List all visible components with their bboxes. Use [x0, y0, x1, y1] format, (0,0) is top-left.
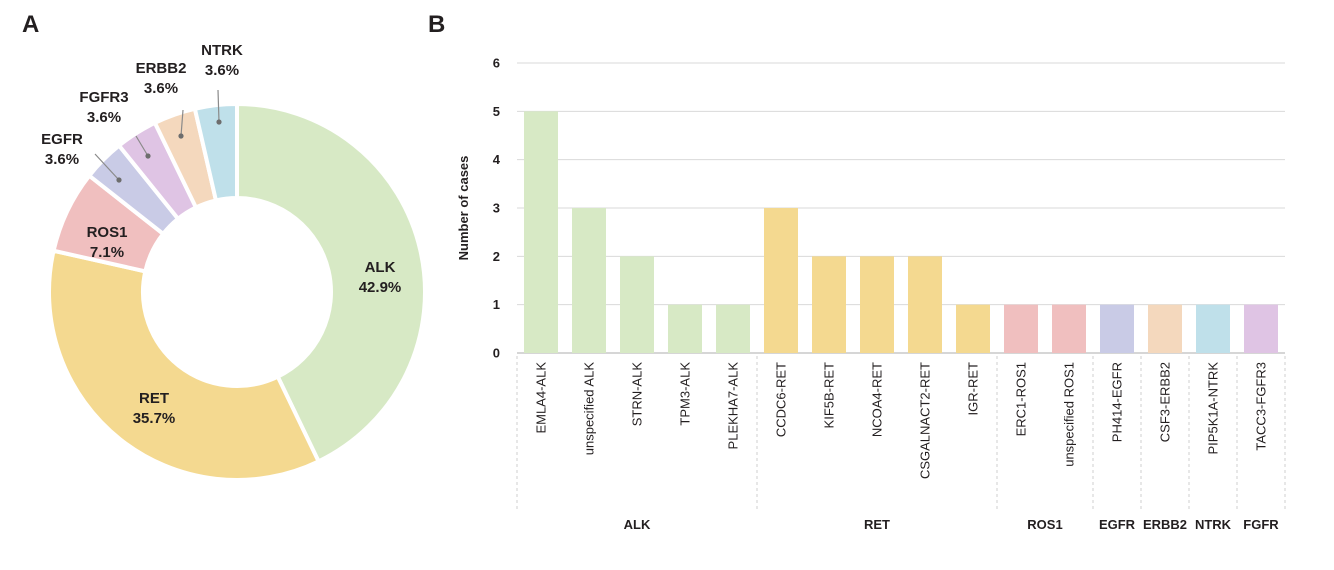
slice-label-ros1: ROS1: [87, 224, 128, 241]
slice-label-fgfr3: FGFR3: [79, 89, 128, 106]
slice-percent-fgfr3: 3.6%: [87, 109, 121, 126]
leader-line-fgfr3: [135, 135, 149, 157]
slice-label-egfr: EGFR: [41, 131, 83, 148]
slice-ntrk: [192, 101, 239, 203]
leader-dot-erbb2: [178, 133, 184, 139]
slice-percent-egfr: 3.6%: [45, 151, 79, 168]
slice-percent-erbb2: 3.6%: [144, 80, 178, 97]
y-tick-label: 1: [493, 297, 500, 312]
x-tick-label: PH414-EGFR: [1110, 362, 1125, 442]
bar-erc1-ros1: [1004, 304, 1038, 353]
bar-ph414-egfr: [1100, 304, 1134, 353]
x-tick-label: ERC1-ROS1: [1014, 362, 1029, 436]
bar-igr-ret: [956, 304, 990, 353]
x-tick-label: PLEKHA7-ALK: [726, 362, 741, 450]
x-tick-label: EMLA4-ALK: [534, 362, 549, 434]
y-tick-label: 5: [493, 104, 500, 119]
bar-kif5b-ret: [812, 256, 846, 353]
slice-percent-ntrk: 3.6%: [205, 62, 239, 79]
slice-label-ntrk: NTRK: [201, 42, 243, 59]
leader-line-egfr: [94, 153, 120, 181]
x-tick-label: CSGALNACT2-RET: [918, 362, 933, 479]
y-tick-label: 2: [493, 249, 500, 264]
bar-strn-alk: [620, 256, 654, 353]
bar-ncoa4-ret: [860, 256, 894, 353]
x-tick-label: unspecified ROS1: [1062, 362, 1077, 467]
x-tick-label: IGR-RET: [966, 362, 981, 416]
group-label-ros1: ROS1: [1027, 517, 1062, 532]
group-label-ret: RET: [864, 517, 890, 532]
leader-dot-egfr: [116, 177, 122, 183]
slice-label-ret: RET: [139, 390, 169, 407]
bar-tacc3-fgfr3: [1244, 304, 1278, 353]
group-label-erbb2: ERBB2: [1143, 517, 1187, 532]
bar-unspecified-alk: [572, 208, 606, 353]
x-tick-label: CSF3-ERBB2: [1158, 362, 1173, 442]
bar-ccdc6-ret: [764, 208, 798, 353]
bar-unspecified-ros1: [1052, 304, 1086, 353]
slice-label-erbb2: ERBB2: [136, 60, 187, 77]
leader-line-erbb2: [180, 109, 184, 137]
group-label-ntrk: NTRK: [1195, 517, 1232, 532]
slice-percent-alk: 42.9%: [359, 279, 402, 296]
x-tick-label: NCOA4-RET: [870, 362, 885, 437]
y-axis-title: Number of cases: [456, 156, 471, 261]
bar-plekha7-alk: [716, 304, 750, 353]
slice-ret: [47, 248, 322, 482]
bar-tpm3-alk: [668, 304, 702, 353]
group-label-fgfr: FGFR: [1243, 517, 1279, 532]
leader-dot-ntrk: [216, 119, 222, 125]
bar-pip5k1a-ntrk: [1196, 304, 1230, 353]
x-tick-label: TPM3-ALK: [678, 362, 693, 426]
y-tick-label: 6: [493, 56, 500, 71]
donut-chart: ALK42.9%RET35.7%ROS17.1%EGFR3.6%FGFR33.6…: [41, 42, 427, 482]
group-label-egfr: EGFR: [1099, 517, 1136, 532]
slice-label-alk: ALK: [365, 259, 396, 276]
y-tick-label: 0: [493, 346, 500, 361]
leader-line-ntrk: [217, 89, 220, 123]
bar-csf3-erbb2: [1148, 304, 1182, 353]
x-tick-label: unspecified ALK: [582, 362, 597, 456]
slice-alk: [235, 101, 427, 465]
slice-percent-ret: 35.7%: [133, 410, 176, 427]
bar-csgalnact2-ret: [908, 256, 942, 353]
y-tick-label: 3: [493, 201, 500, 216]
x-tick-label: TACC3-FGFR3: [1254, 362, 1269, 451]
x-tick-label: STRN-ALK: [630, 362, 645, 427]
x-tick-label: PIP5K1A-NTRK: [1206, 362, 1221, 455]
panel-b-letter: B: [428, 11, 445, 38]
x-tick-label: KIF5B-RET: [822, 362, 837, 429]
y-tick-label: 4: [493, 152, 501, 167]
slice-percent-ros1: 7.1%: [90, 244, 124, 261]
x-tick-label: CCDC6-RET: [774, 362, 789, 437]
bar-chart: 0 1 2 3 4 5 6 Number of cases EMLA4-ALK unspecifi…: [456, 56, 1286, 532]
bar-emla4-alk: [524, 111, 558, 353]
leader-dot-fgfr3: [145, 153, 151, 159]
panel-a-letter: A: [22, 11, 39, 38]
group-label-alk: ALK: [624, 517, 651, 532]
